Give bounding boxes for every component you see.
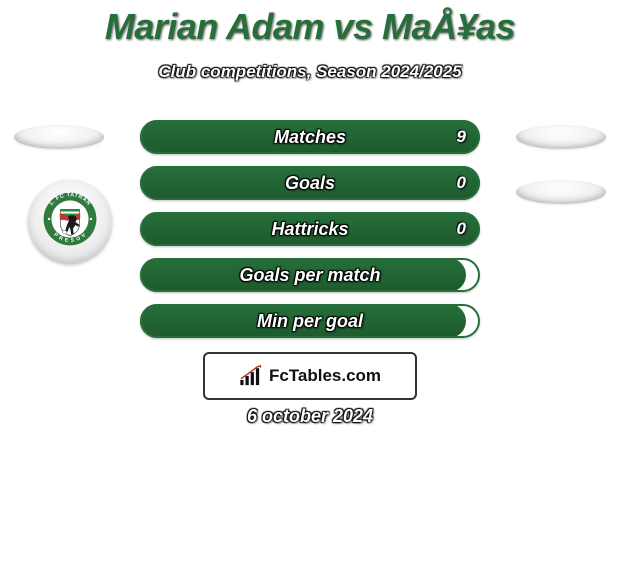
stat-value: 0	[457, 166, 466, 200]
club-badge: 1. FC TATRAN P R E S O V	[28, 180, 112, 264]
stat-label: Matches	[140, 120, 480, 154]
stat-label: Min per goal	[140, 304, 480, 338]
stat-row-min-per-goal: Min per goal	[140, 304, 480, 338]
player-left-marker-1	[14, 125, 104, 149]
player-right-marker-2	[516, 180, 606, 204]
stat-row-hattricks: Hattricks 0	[140, 212, 480, 246]
stat-row-matches: Matches 9	[140, 120, 480, 154]
attribution-text: FcTables.com	[269, 366, 381, 386]
stat-label: Goals	[140, 166, 480, 200]
attribution-box: FcTables.com	[203, 352, 417, 400]
page-subtitle: Club competitions, Season 2024/2025	[0, 62, 620, 82]
stat-value: 9	[457, 120, 466, 154]
stat-label: Goals per match	[140, 258, 480, 292]
club-badge-icon: 1. FC TATRAN P R E S O V	[39, 189, 101, 255]
stats-bars: Matches 9 Goals 0 Hattricks 0 Goals per …	[140, 120, 480, 350]
stats-card: Marian Adam vs MaÅ¥as Club competitions,…	[0, 0, 620, 82]
player-right-marker-1	[516, 125, 606, 149]
stat-row-goals: Goals 0	[140, 166, 480, 200]
fctables-logo-icon	[239, 365, 265, 387]
generated-date: 6 october 2024	[0, 406, 620, 427]
stat-label: Hattricks	[140, 212, 480, 246]
stat-row-goals-per-match: Goals per match	[140, 258, 480, 292]
stat-value: 0	[457, 212, 466, 246]
page-title: Marian Adam vs MaÅ¥as	[0, 0, 620, 48]
